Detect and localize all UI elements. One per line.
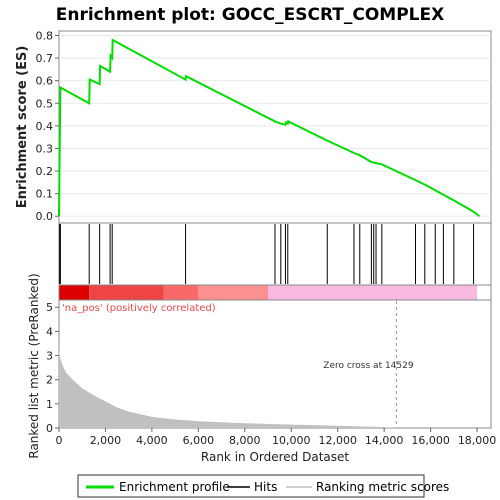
es-y-tick-label: 0.3 [36, 142, 54, 155]
es-y-tick-label: 0.2 [36, 165, 54, 178]
x-tick-label: 12,000 [318, 434, 357, 447]
x-tick-label: 4,000 [136, 434, 168, 447]
legend-box [77, 474, 425, 498]
es-y-tick-label: 0.1 [36, 188, 54, 201]
x-axis-ticks: 0 2,000 4,000 6,000 8,000 10,000 12,000 14,000 1… [56, 428, 497, 447]
rank-color-bar [59, 285, 478, 300]
rank-bar-segment [163, 285, 199, 300]
chart-title: Enrichment plot: GOCC_ESCRT_COMPLEX [56, 5, 445, 25]
hits-panel [58, 222, 492, 286]
x-tick-label: 6,000 [183, 434, 215, 447]
es-y-tick-label: 0.4 [36, 120, 54, 133]
es-y-tick-label: 0.6 [36, 75, 54, 88]
es-y-ticks: 0.0 0.1 0.2 0.3 0.4 0.5 0.6 0.7 0.8 [36, 30, 59, 223]
metric-y-tick-label: 5 [46, 301, 53, 314]
x-tick-label: 14,000 [365, 434, 404, 447]
metric-y-axis-title: Ranked list metric (PreRanked) [27, 273, 41, 458]
metric-y-ticks: 0 1 2 3 4 5 [46, 301, 59, 435]
metric-panel: Zero cross at 14529 'na_pos' (positively… [27, 273, 492, 459]
enrichment-profile-line [58, 38, 481, 217]
es-y-tick-label: 0.8 [36, 30, 54, 43]
es-y-tick-label: 0.5 [36, 97, 54, 110]
ranking-metric-area [59, 348, 478, 428]
x-axis-title: Rank in Ordered Dataset [201, 450, 349, 464]
metric-panel-frame [58, 299, 492, 429]
es-y-tick-label: 0.7 [36, 52, 54, 65]
x-tick-label: 18,000 [458, 434, 497, 447]
rank-bar-segment [59, 285, 90, 300]
es-gridlines [59, 35, 491, 217]
x-tick-label: 10,000 [272, 434, 311, 447]
x-tick-label: 16,000 [411, 434, 450, 447]
na-pos-label: 'na_pos' (positively correlated) [62, 303, 216, 314]
es-y-tick-label: 0.0 [36, 210, 54, 223]
x-tick-label: 2,000 [90, 434, 122, 447]
metric-y-tick-label: 1 [46, 398, 53, 411]
es-y-axis-title: Enrichment score (ES) [15, 46, 30, 209]
es-panel-frame [58, 30, 492, 224]
rank-bar-segment [268, 285, 478, 300]
metric-y-tick-label: 4 [46, 325, 53, 338]
zero-cross-label: Zero cross at 14529 [323, 361, 414, 371]
metric-y-tick-label: 3 [46, 350, 53, 363]
rank-bar-segment [89, 285, 164, 300]
es-panel: 0.0 0.1 0.2 0.3 0.4 0.5 0.6 0.7 0.8 Enrichment s… [15, 30, 492, 224]
rank-bar-segment [198, 285, 269, 300]
metric-y-tick-label: 0 [46, 422, 53, 435]
x-tick-label: 0 [56, 434, 63, 447]
metric-y-tick-label: 2 [46, 374, 53, 387]
legend-hits-label: Hits [254, 480, 277, 494]
x-tick-label: 8,000 [229, 434, 261, 447]
hit-lines [59, 224, 475, 284]
legend-enrichment-label: Enrichment profile [119, 480, 230, 494]
legend-metric-label: Ranking metric scores [316, 480, 449, 494]
legend: Enrichment profile Hits Ranking metric s… [77, 474, 449, 498]
